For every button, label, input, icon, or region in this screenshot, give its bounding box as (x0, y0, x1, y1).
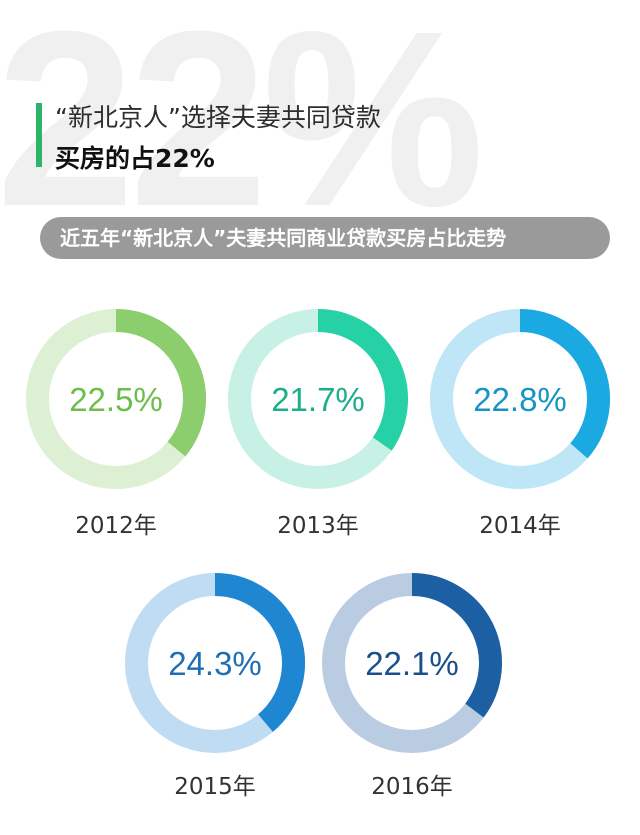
year-label: 2014年 (479, 513, 561, 539)
donut-value-label: 22.8% (473, 381, 567, 418)
donut-chart-2: 21.7% (228, 309, 408, 489)
year-label: 2015年 (174, 774, 256, 800)
title-line-2: 买房的占22% (55, 144, 215, 173)
title-line-1: “新北京人”选择夫妻共同贷款 (55, 103, 381, 132)
year-label: 2016年 (371, 774, 453, 800)
donut-value-arc (519, 309, 610, 459)
donut-value-arc (214, 573, 305, 732)
year-label: 2013年 (277, 513, 359, 539)
title-accent-bar (36, 103, 42, 167)
donut-value-arc (411, 573, 502, 718)
donut-value-label: 22.5% (69, 381, 163, 418)
donut-value-arc (317, 309, 408, 451)
year-label: 2012年 (75, 513, 157, 539)
donut-chart-5: 22.1% (322, 573, 502, 753)
donut-value-label: 24.3% (168, 645, 262, 682)
donut-chart-1: 22.5% (26, 309, 206, 489)
donut-chart-4: 24.3% (125, 573, 305, 753)
watermark-text: 22% (0, 0, 484, 258)
donut-value-label: 21.7% (271, 381, 365, 418)
donut-value-arc (115, 309, 206, 457)
donut-chart-3: 22.8% (430, 309, 610, 489)
subtitle-banner: 近五年“新北京人”夫妻共同商业贷款买房占比走势 (40, 217, 610, 259)
subtitle-text: 近五年“新北京人”夫妻共同商业贷款买房占比走势 (60, 226, 507, 250)
donut-value-label: 22.1% (365, 645, 459, 682)
